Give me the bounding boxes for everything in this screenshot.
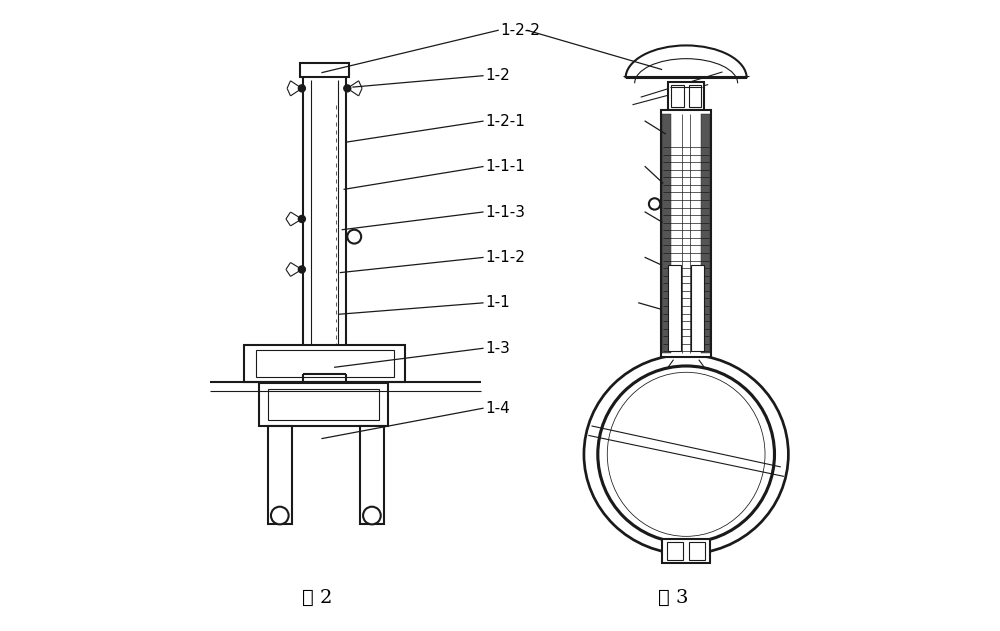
Bar: [275, 512, 285, 519]
Text: 1-1-1: 1-1-1: [485, 159, 525, 174]
Bar: [268, 389, 379, 420]
Circle shape: [299, 266, 305, 273]
Circle shape: [299, 216, 305, 222]
Bar: [661, 110, 711, 357]
Bar: [244, 345, 405, 382]
Bar: [360, 426, 384, 524]
Text: 图 2: 图 2: [302, 589, 332, 607]
Circle shape: [344, 85, 350, 91]
Bar: [668, 82, 704, 110]
Bar: [691, 265, 704, 351]
Text: 1-2-2: 1-2-2: [500, 23, 540, 38]
Text: 1-3: 1-3: [485, 341, 510, 356]
Circle shape: [363, 507, 381, 524]
Circle shape: [649, 198, 660, 209]
Circle shape: [299, 85, 305, 91]
Bar: [259, 383, 388, 426]
Bar: [662, 539, 710, 563]
Text: 1-4: 1-4: [485, 401, 510, 416]
Bar: [668, 265, 681, 351]
Bar: [701, 114, 710, 353]
Text: 1-1-3: 1-1-3: [485, 204, 525, 220]
Circle shape: [347, 230, 361, 244]
Text: 1-1-2: 1-1-2: [485, 250, 525, 265]
Bar: [367, 512, 377, 519]
Text: 1-2-1: 1-2-1: [485, 114, 525, 129]
Bar: [662, 114, 671, 353]
Text: 图 3: 图 3: [658, 589, 689, 607]
Bar: [671, 85, 684, 107]
Text: 1-1: 1-1: [485, 295, 510, 310]
Bar: [256, 350, 394, 377]
Bar: [300, 63, 349, 77]
Text: 1-2: 1-2: [485, 68, 510, 83]
Bar: [689, 542, 705, 560]
Bar: [268, 426, 292, 524]
Ellipse shape: [607, 372, 765, 536]
Ellipse shape: [598, 366, 774, 543]
Circle shape: [271, 507, 289, 524]
Bar: [689, 85, 701, 107]
Bar: [667, 542, 683, 560]
